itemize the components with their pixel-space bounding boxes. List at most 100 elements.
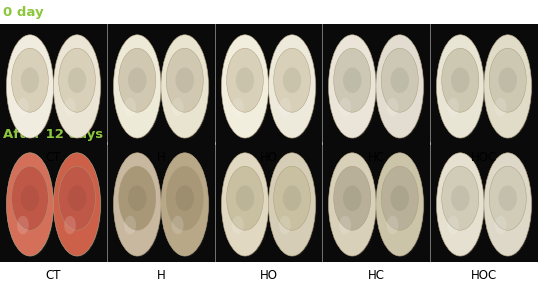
- Text: H: H: [157, 151, 165, 164]
- Text: HC: HC: [367, 151, 385, 164]
- Ellipse shape: [17, 216, 29, 234]
- Text: HC: HC: [367, 269, 385, 282]
- Ellipse shape: [274, 48, 310, 112]
- Ellipse shape: [391, 67, 409, 93]
- Ellipse shape: [279, 216, 291, 234]
- Text: H: H: [157, 269, 165, 282]
- FancyBboxPatch shape: [107, 24, 215, 144]
- Ellipse shape: [436, 35, 484, 138]
- Ellipse shape: [499, 185, 517, 211]
- Ellipse shape: [329, 153, 376, 256]
- Ellipse shape: [124, 98, 136, 116]
- Ellipse shape: [64, 98, 76, 116]
- Ellipse shape: [124, 216, 136, 234]
- Ellipse shape: [222, 153, 268, 256]
- Ellipse shape: [268, 35, 316, 138]
- Ellipse shape: [161, 35, 209, 138]
- Ellipse shape: [334, 166, 371, 230]
- Ellipse shape: [451, 67, 470, 93]
- Ellipse shape: [68, 185, 86, 211]
- Ellipse shape: [489, 166, 526, 230]
- Ellipse shape: [128, 67, 146, 93]
- Ellipse shape: [222, 36, 270, 139]
- Ellipse shape: [226, 166, 263, 230]
- Ellipse shape: [236, 185, 254, 211]
- Ellipse shape: [387, 98, 399, 116]
- Ellipse shape: [376, 35, 423, 138]
- Ellipse shape: [279, 98, 291, 116]
- Ellipse shape: [175, 185, 194, 211]
- Ellipse shape: [166, 166, 203, 230]
- Ellipse shape: [222, 35, 268, 138]
- Ellipse shape: [162, 36, 209, 139]
- Ellipse shape: [484, 35, 532, 138]
- Ellipse shape: [236, 67, 254, 93]
- Ellipse shape: [17, 98, 29, 116]
- Ellipse shape: [485, 154, 533, 257]
- Ellipse shape: [119, 48, 156, 112]
- FancyBboxPatch shape: [215, 142, 322, 262]
- FancyBboxPatch shape: [322, 142, 430, 262]
- FancyBboxPatch shape: [107, 142, 215, 262]
- Ellipse shape: [172, 98, 183, 116]
- Ellipse shape: [485, 36, 533, 139]
- Ellipse shape: [12, 166, 48, 230]
- Ellipse shape: [377, 36, 424, 139]
- Ellipse shape: [437, 154, 485, 257]
- Ellipse shape: [381, 166, 418, 230]
- FancyBboxPatch shape: [0, 24, 107, 144]
- Ellipse shape: [495, 216, 507, 234]
- Ellipse shape: [339, 98, 351, 116]
- Ellipse shape: [222, 154, 270, 257]
- Ellipse shape: [115, 36, 162, 139]
- Ellipse shape: [334, 48, 371, 112]
- Ellipse shape: [343, 67, 362, 93]
- Ellipse shape: [8, 154, 54, 257]
- Ellipse shape: [274, 166, 310, 230]
- FancyBboxPatch shape: [0, 142, 107, 262]
- Ellipse shape: [59, 48, 95, 112]
- Ellipse shape: [268, 153, 316, 256]
- Ellipse shape: [436, 153, 484, 256]
- Ellipse shape: [8, 36, 54, 139]
- Ellipse shape: [115, 154, 162, 257]
- Text: CT: CT: [46, 269, 61, 282]
- Ellipse shape: [6, 153, 53, 256]
- Ellipse shape: [175, 67, 194, 93]
- Ellipse shape: [391, 185, 409, 211]
- Ellipse shape: [54, 36, 102, 139]
- Ellipse shape: [68, 67, 86, 93]
- Ellipse shape: [442, 166, 479, 230]
- Ellipse shape: [437, 36, 485, 139]
- Ellipse shape: [53, 35, 101, 138]
- Ellipse shape: [343, 185, 362, 211]
- Ellipse shape: [283, 185, 301, 211]
- Ellipse shape: [166, 48, 203, 112]
- Ellipse shape: [283, 67, 301, 93]
- Ellipse shape: [270, 36, 316, 139]
- Ellipse shape: [21, 67, 39, 93]
- Ellipse shape: [387, 216, 399, 234]
- Ellipse shape: [376, 153, 423, 256]
- Ellipse shape: [451, 185, 470, 211]
- Ellipse shape: [64, 216, 76, 234]
- Ellipse shape: [172, 216, 183, 234]
- Text: 0 day: 0 day: [3, 6, 44, 19]
- Ellipse shape: [161, 153, 209, 256]
- Ellipse shape: [162, 154, 209, 257]
- Ellipse shape: [447, 216, 459, 234]
- Text: HOC: HOC: [471, 151, 497, 164]
- Ellipse shape: [381, 48, 418, 112]
- Ellipse shape: [329, 36, 377, 139]
- Ellipse shape: [447, 98, 459, 116]
- Ellipse shape: [119, 166, 156, 230]
- Ellipse shape: [114, 153, 161, 256]
- Ellipse shape: [21, 185, 39, 211]
- Ellipse shape: [114, 35, 161, 138]
- Ellipse shape: [54, 154, 102, 257]
- FancyBboxPatch shape: [430, 24, 538, 144]
- Text: HO: HO: [259, 269, 278, 282]
- Ellipse shape: [12, 48, 48, 112]
- Ellipse shape: [128, 185, 146, 211]
- Ellipse shape: [59, 166, 95, 230]
